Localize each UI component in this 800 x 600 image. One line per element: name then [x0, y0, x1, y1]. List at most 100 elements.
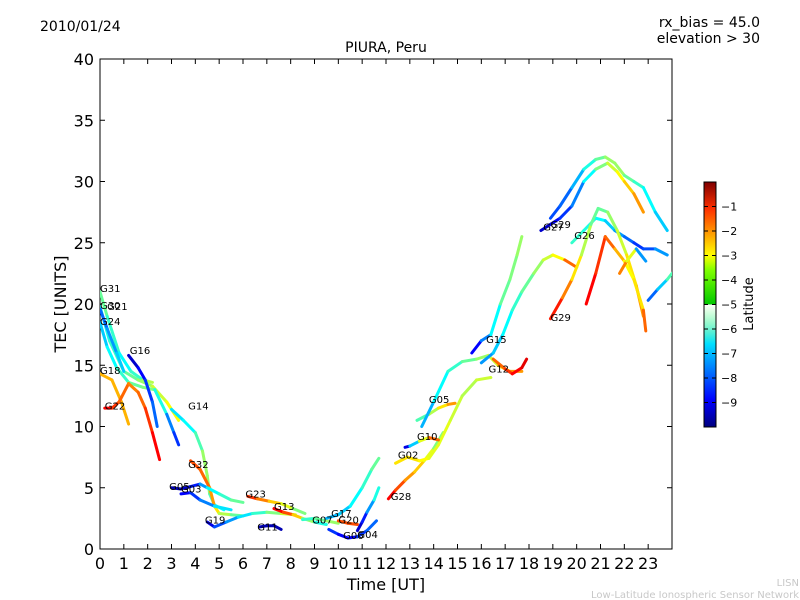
y-tick-label: 35: [74, 111, 94, 130]
satellite-label: G04: [357, 530, 377, 541]
trace-segment: [355, 520, 364, 533]
trace-segment: [498, 278, 512, 306]
satellite-label: G10: [417, 432, 437, 443]
trace-segment: [520, 357, 529, 370]
trace-segment: [313, 516, 328, 523]
trace-segment: [279, 502, 295, 511]
trace-segment: [324, 513, 340, 520]
trace-g16: [127, 353, 159, 428]
y-tick-label: 25: [74, 234, 94, 253]
trace-g10: [403, 436, 440, 449]
x-tick-label: 13: [400, 554, 420, 573]
trace-segment: [632, 180, 645, 190]
satellite-label: G03: [181, 485, 201, 496]
trace-g04: [355, 486, 381, 533]
trace-segment: [198, 467, 212, 490]
trace-segment: [594, 216, 607, 223]
trace-segment: [653, 210, 669, 232]
trace-segment: [150, 400, 159, 428]
x-tick-label: 7: [262, 554, 272, 573]
trace-segment: [394, 455, 409, 465]
trace-segment: [641, 186, 657, 214]
trace-segment: [372, 486, 381, 502]
trace-segment: [229, 498, 245, 504]
trace-segment: [143, 378, 154, 404]
trace-segment: [622, 180, 636, 196]
x-axis-ticks: 0 1 2 3 4 5 6 7 8 9 10 11 12 13 14 15 16 17 18 19 20 21 22 23: [95, 59, 658, 573]
trace-g23: [246, 494, 307, 515]
trace-segment: [370, 456, 381, 471]
trace-segment: [622, 173, 636, 183]
trace-segment: [606, 161, 619, 174]
trace-segment: [613, 247, 626, 263]
x-tick-label: 17: [495, 554, 515, 573]
trace-segment: [365, 519, 378, 533]
trace-g12b: [479, 253, 579, 365]
colorbar-tick-label: −5: [721, 299, 737, 312]
trace-segment: [570, 253, 583, 281]
colorbar-tick-label: −7: [721, 348, 737, 361]
trace-segment: [460, 378, 479, 398]
x-tick-label: 0: [95, 554, 105, 573]
trace-segment: [348, 486, 364, 508]
trace-g12: [491, 357, 529, 376]
trace-segment: [408, 439, 421, 448]
trace-segment: [548, 204, 562, 220]
trace-g27: [539, 161, 645, 232]
trace-segment: [475, 376, 493, 382]
trace-segment: [413, 459, 426, 474]
trace-segment: [603, 235, 617, 251]
trace-segment: [365, 498, 376, 514]
trace-segment: [267, 499, 283, 506]
x-tick-label: 5: [214, 554, 224, 573]
x-axis-label: Time [UT]: [346, 575, 425, 594]
trace-segment: [479, 351, 495, 365]
trace-segment: [427, 406, 440, 416]
trace-segment: [355, 529, 369, 539]
satellite-label: G17: [331, 509, 351, 520]
trace-segment: [129, 369, 145, 382]
satellite-label: G27: [543, 223, 563, 234]
footer-network: Low-Latitude Ionospheric Sensor Network: [591, 590, 799, 600]
trace-segment: [336, 519, 350, 525]
trace-segment: [510, 366, 524, 376]
trace-segment: [541, 253, 555, 262]
trace-g22: [103, 382, 162, 462]
trace-segment: [589, 206, 600, 226]
trace-segment: [165, 412, 176, 435]
x-tick-label: 10: [328, 554, 348, 573]
trace-segment: [479, 333, 493, 343]
trace-segment: [520, 271, 536, 294]
trace-segment: [179, 491, 193, 496]
trace-g02: [394, 376, 493, 465]
x-tick-label: 8: [286, 554, 296, 573]
trace-g03: [179, 491, 233, 512]
satellite-label: G14: [188, 401, 208, 412]
trace-segment: [417, 436, 431, 443]
trace-segment: [265, 510, 283, 515]
trace-segment: [436, 418, 452, 447]
trace-segment: [508, 253, 519, 281]
trace-segment: [324, 519, 340, 525]
x-tick-label: 20: [566, 554, 586, 573]
trace-segment: [255, 497, 271, 503]
trace-segment: [665, 271, 672, 281]
trace-segment: [346, 535, 359, 540]
trace-segment: [594, 161, 610, 171]
trace-segment: [200, 449, 209, 477]
trace-segment: [427, 443, 440, 460]
trace-segment: [420, 400, 436, 428]
chart-title: PIURA, Peru: [345, 40, 427, 56]
trace-segment: [560, 278, 574, 300]
trace-g11: [258, 524, 283, 531]
trace-segment: [632, 241, 645, 251]
satellite-label: G13: [274, 502, 294, 513]
trace-segment: [212, 504, 233, 512]
trace-segment: [615, 229, 629, 257]
trace-segment: [301, 516, 316, 522]
trace-segment: [634, 247, 648, 263]
trace-segment: [656, 278, 669, 291]
tec-traces: [100, 155, 672, 540]
trace-segment: [618, 259, 629, 275]
satellite-label: G18: [100, 366, 120, 377]
